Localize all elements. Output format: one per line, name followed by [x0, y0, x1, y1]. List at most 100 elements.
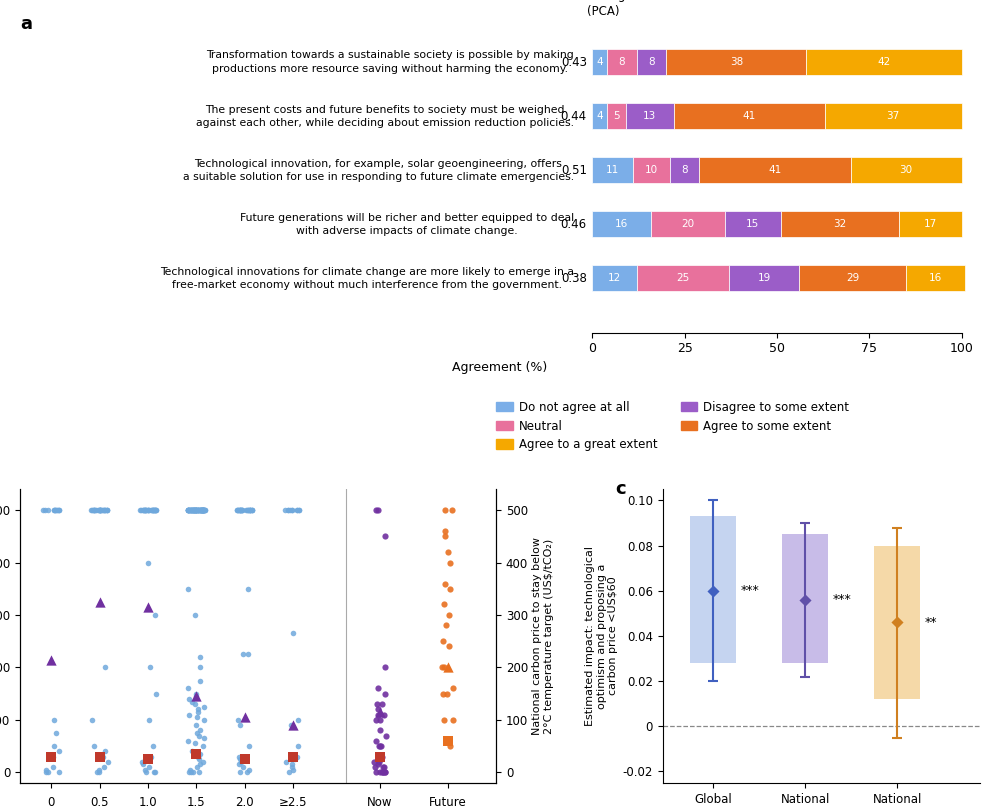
Text: 0.51: 0.51 [561, 164, 587, 177]
Point [368, 713, 384, 726]
Point [147, 608, 163, 621]
Bar [781, 211, 899, 237]
Text: 29: 29 [846, 274, 859, 283]
Point [46, 713, 62, 726]
Point [232, 766, 248, 779]
Text: 10: 10 [645, 165, 658, 175]
Point [135, 504, 151, 516]
Point [192, 758, 208, 771]
Point [442, 583, 458, 596]
Point [46, 504, 62, 516]
Point [186, 504, 202, 516]
Point [372, 724, 388, 737]
Point [184, 504, 200, 516]
Point [240, 504, 256, 516]
Point [194, 504, 210, 516]
Text: 4: 4 [596, 57, 603, 67]
Point [51, 766, 67, 779]
Point [436, 713, 452, 726]
Point [283, 719, 299, 732]
Point [187, 504, 203, 516]
Point [889, 616, 905, 629]
Point [141, 761, 157, 774]
Bar [592, 103, 607, 129]
Point [145, 504, 161, 516]
Text: 0.44: 0.44 [561, 110, 587, 123]
Point [183, 504, 199, 516]
Point [187, 737, 203, 750]
Point [232, 753, 248, 766]
Point [438, 619, 454, 632]
Point [231, 751, 247, 763]
Point [240, 583, 256, 596]
Point [137, 763, 153, 776]
Point [48, 726, 64, 739]
Point [188, 504, 204, 516]
Point [180, 504, 196, 516]
Text: ≥2.5: ≥2.5 [279, 796, 307, 807]
Point [46, 504, 62, 516]
Point [289, 751, 305, 763]
Point [190, 703, 206, 716]
Point [377, 688, 393, 700]
Point [195, 504, 211, 516]
Point [183, 504, 199, 516]
Point [189, 504, 205, 516]
Text: 0: 0 [48, 796, 55, 807]
Point [284, 504, 300, 516]
Text: 1.5: 1.5 [187, 796, 206, 807]
Bar [825, 103, 962, 129]
Point [192, 504, 208, 516]
Point [189, 761, 205, 774]
Point [233, 755, 249, 768]
Point [237, 753, 253, 766]
Point [97, 745, 113, 758]
Point [196, 713, 212, 726]
Point [188, 504, 204, 516]
Point [291, 504, 307, 516]
Point [193, 504, 209, 516]
Point [99, 504, 115, 516]
Point [83, 504, 99, 516]
Point [185, 504, 201, 516]
Point [180, 504, 196, 516]
Text: 0.43: 0.43 [561, 56, 587, 69]
Point [186, 504, 202, 516]
Point [194, 504, 210, 516]
Text: ***: *** [741, 584, 760, 597]
Point [183, 504, 199, 516]
Point [373, 753, 389, 766]
Bar [626, 103, 674, 129]
Text: 0.38: 0.38 [561, 272, 587, 285]
Point [86, 504, 102, 516]
Point [797, 593, 813, 606]
Point [230, 504, 246, 516]
Text: 5: 5 [613, 111, 620, 121]
Point [442, 740, 458, 753]
Text: Technological innovations for climate change are more likely to emerge in a
free: Technological innovations for climate ch… [160, 267, 574, 290]
Point [191, 504, 207, 516]
Point [229, 504, 245, 516]
Point [374, 698, 390, 711]
Point [93, 504, 109, 516]
Point [189, 711, 205, 724]
Point [372, 705, 388, 718]
Text: Technological innovation, for example, solar geoengineering, offers
a suitable s: Technological innovation, for example, s… [183, 159, 574, 182]
Point [373, 740, 389, 753]
Point [92, 504, 108, 516]
Point [233, 504, 249, 516]
Point [189, 726, 205, 739]
Point [38, 763, 54, 776]
Point [377, 766, 393, 779]
Point [140, 504, 156, 516]
Point [193, 504, 209, 516]
Point [91, 504, 107, 516]
Point [91, 504, 107, 516]
Point [368, 734, 384, 747]
Point [378, 730, 394, 742]
Point [84, 504, 100, 516]
Point [195, 504, 211, 516]
Bar [633, 157, 670, 183]
Point [244, 504, 260, 516]
Point [284, 504, 300, 516]
